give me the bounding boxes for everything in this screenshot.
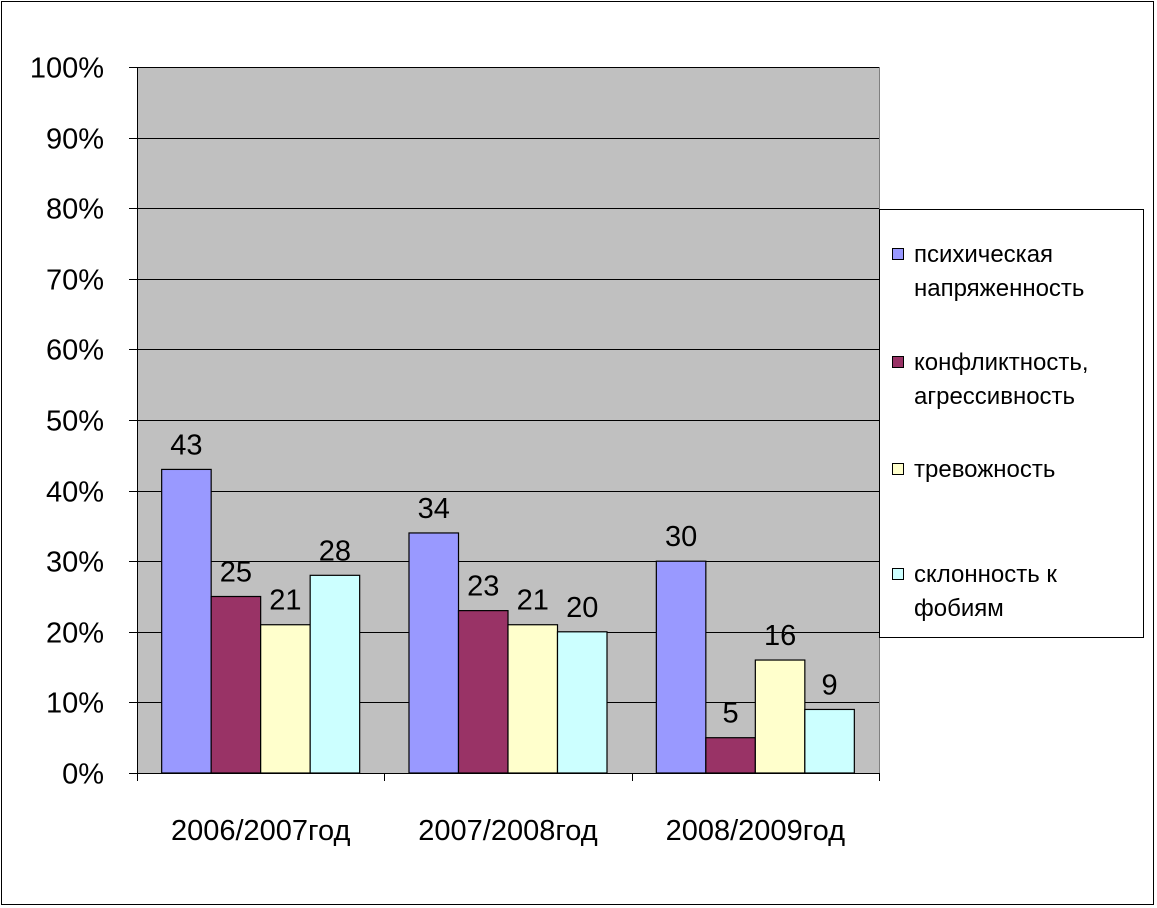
bar — [804, 708, 855, 774]
data-label: 30 — [665, 521, 697, 553]
y-tick-label: 0% — [62, 759, 104, 791]
y-tick-label: 80% — [46, 194, 104, 226]
data-labels: 43 25 21 28 34 23 21 20 30 5 16 9 — [170, 429, 837, 729]
data-label: 28 — [319, 535, 351, 567]
bar — [260, 624, 311, 774]
legend: психическая напряженность конфликтность,… — [879, 209, 1144, 638]
x-tick-label: 2008/2009год — [666, 815, 846, 847]
legend-item-phobia: склонность к фобиям — [892, 560, 1139, 626]
legend-label: конфликтность, агрессивность — [914, 349, 1089, 410]
y-tick-label: 60% — [46, 335, 104, 367]
y-tick-label: 40% — [46, 477, 104, 509]
data-label: 34 — [418, 493, 450, 525]
legend-item-anxiety: тревожность — [892, 455, 1139, 487]
legend-swatch — [892, 568, 904, 580]
bar — [655, 560, 707, 774]
bar — [408, 532, 460, 774]
y-tick-label: 30% — [46, 547, 104, 579]
bar — [705, 737, 756, 774]
y-tick-label: 100% — [30, 53, 104, 85]
y-tick-label: 10% — [46, 688, 104, 720]
data-label: 5 — [723, 698, 739, 730]
data-label: 21 — [269, 585, 301, 617]
x-tick-label: 2007/2008год — [418, 815, 598, 847]
data-label: 25 — [220, 557, 252, 589]
legend-label: психическая напряженность — [914, 241, 1085, 302]
legend-swatch — [892, 463, 904, 475]
y-axis: 0% 10% 20% 30% 40% 50% 60% 70% 80% 90% 100% — [30, 53, 138, 791]
bar — [556, 631, 608, 774]
bar — [507, 624, 559, 774]
y-tick-label: 70% — [46, 265, 104, 297]
legend-item-mental-tension: психическая напряженность — [892, 240, 1139, 306]
y-tick-label: 20% — [46, 618, 104, 650]
data-label: 23 — [467, 571, 499, 603]
legend-swatch — [892, 248, 904, 260]
x-tick-label: 2006/2007год — [171, 815, 351, 847]
y-tick-label: 90% — [46, 124, 104, 156]
data-label: 43 — [170, 429, 202, 461]
legend-label: тревожность — [914, 456, 1056, 483]
data-label: 21 — [517, 585, 549, 617]
bar — [309, 574, 361, 774]
data-label: 9 — [822, 669, 838, 701]
legend-item-conflict-aggression: конфликтность, агрессивность — [892, 348, 1139, 414]
legend-label: склонность к фобиям — [914, 561, 1057, 622]
data-label: 20 — [566, 592, 598, 624]
y-tick-label: 50% — [46, 406, 104, 438]
bar — [457, 610, 509, 774]
gridlines — [137, 67, 880, 773]
bar — [754, 659, 806, 774]
x-axis: 2006/2007год 2007/2008год 2008/2009год — [137, 773, 880, 847]
legend-swatch — [892, 356, 904, 368]
bar — [210, 595, 262, 774]
data-label: 16 — [764, 620, 796, 652]
bar — [161, 468, 212, 774]
bars — [161, 468, 855, 774]
